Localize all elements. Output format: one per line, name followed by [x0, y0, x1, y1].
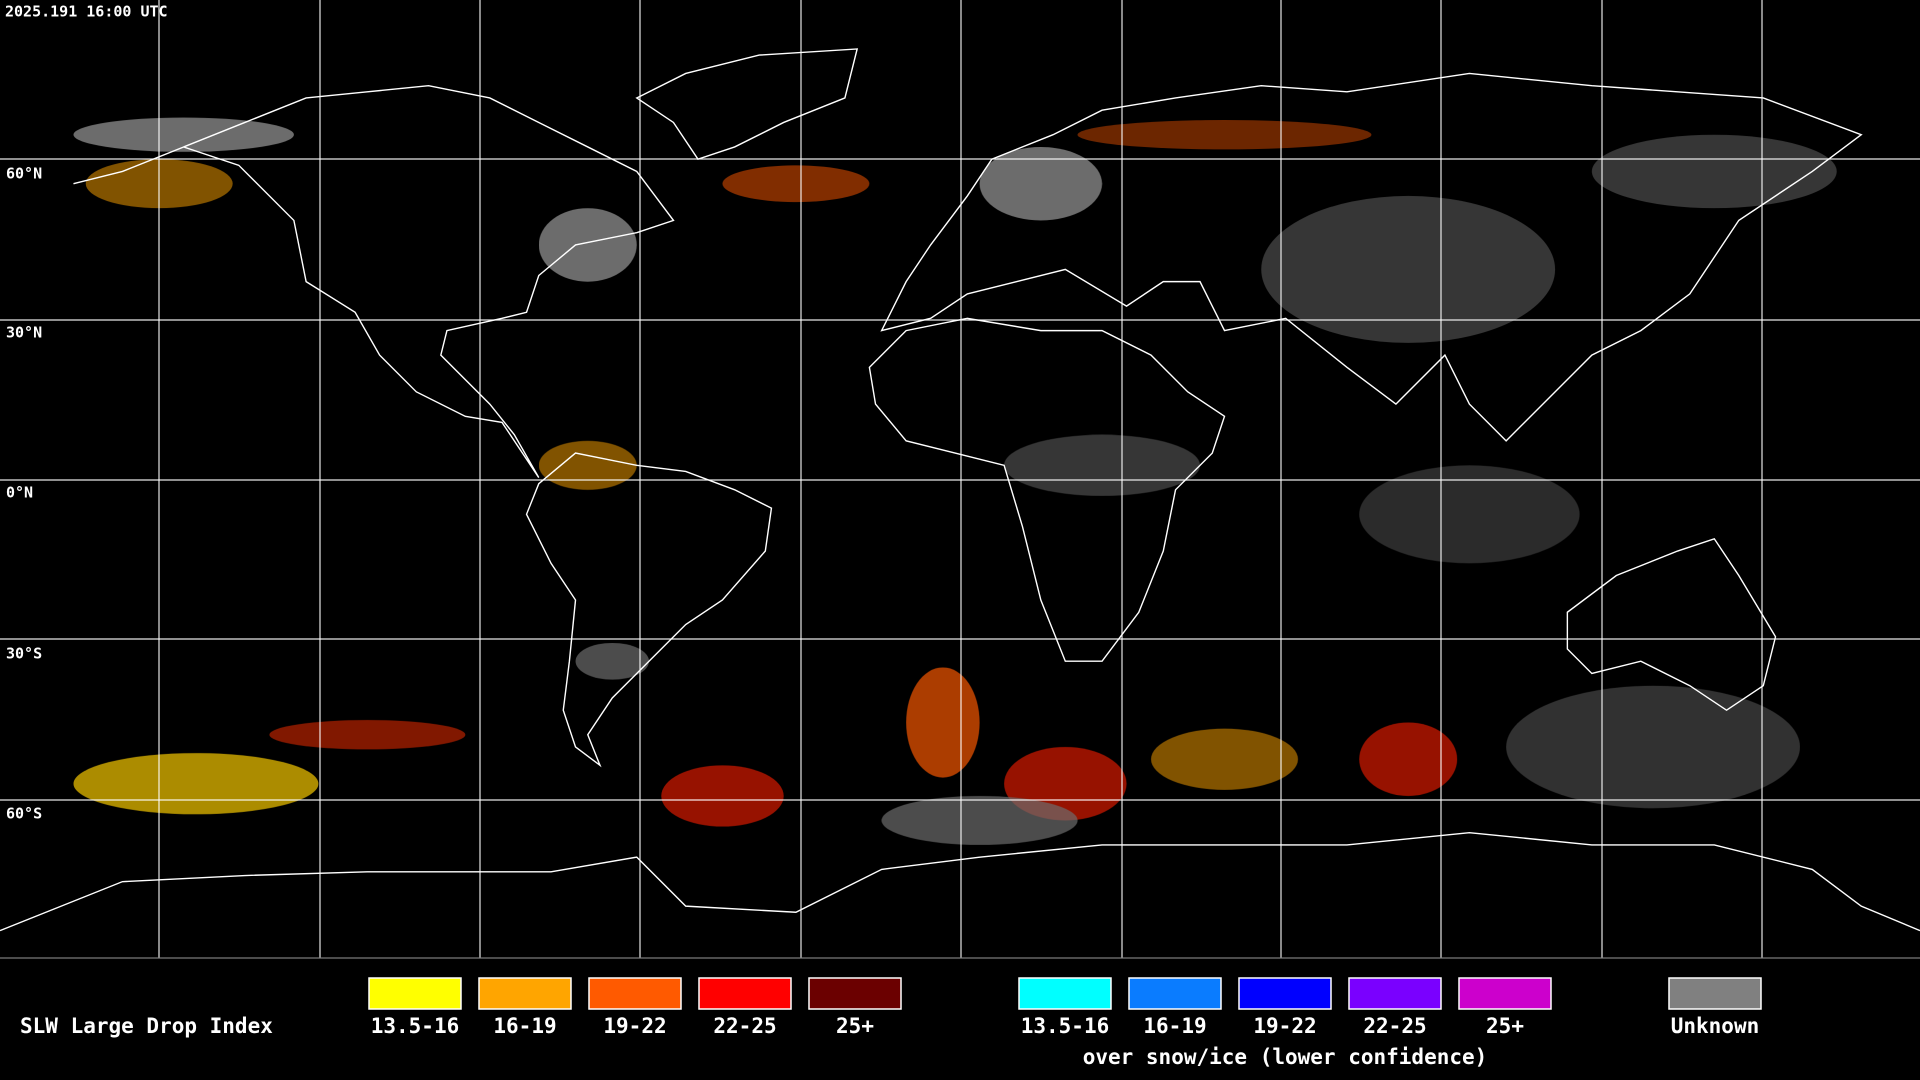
- legend-label: 13.5-16: [1021, 1014, 1110, 1038]
- legend-label: 16-19: [493, 1014, 556, 1038]
- legend-swatch: [698, 977, 792, 1010]
- legend-swatch: [808, 977, 902, 1010]
- legend-label: 16-19: [1143, 1014, 1206, 1038]
- legend-swatch: [1018, 977, 1112, 1010]
- timestamp: 2025.191 16:00 UTC: [5, 3, 168, 21]
- latitude-label: 30°N: [6, 324, 42, 342]
- legend-swatch: [1128, 977, 1222, 1010]
- legend-swatch: [1238, 977, 1332, 1010]
- legend-swatch: [478, 977, 572, 1010]
- legend-title: SLW Large Drop Index: [20, 1014, 273, 1038]
- legend-label: 19-22: [603, 1014, 666, 1038]
- legend-swatch: [1668, 977, 1762, 1010]
- legend-label: 22-25: [713, 1014, 776, 1038]
- legend-swatch: [1348, 977, 1442, 1010]
- legend-label: 25+: [1486, 1014, 1524, 1038]
- legend-swatch: [368, 977, 462, 1010]
- legend-label: 25+: [836, 1014, 874, 1038]
- legend-swatch: [1458, 977, 1552, 1010]
- legend-label: 19-22: [1253, 1014, 1316, 1038]
- latitude-label: 0°N: [6, 484, 33, 502]
- latitude-label: 60°S: [6, 805, 42, 823]
- legend-swatch: [588, 977, 682, 1010]
- legend-label: 22-25: [1363, 1014, 1426, 1038]
- legend-caption: over snow/ice (lower confidence): [1083, 1045, 1488, 1069]
- coastlines: [0, 48, 1920, 932]
- latitude-label: 60°N: [6, 165, 42, 183]
- legend-label: 13.5-16: [371, 1014, 460, 1038]
- legend: SLW Large Drop Index 13.5-16 16-19 19-22 22-…: [20, 977, 1762, 1069]
- latitude-label: 30°S: [6, 645, 42, 663]
- legend-label: Unknown: [1671, 1014, 1760, 1038]
- latitude-labels: 60°N 30°N 0°N 30°S 60°S: [6, 165, 42, 823]
